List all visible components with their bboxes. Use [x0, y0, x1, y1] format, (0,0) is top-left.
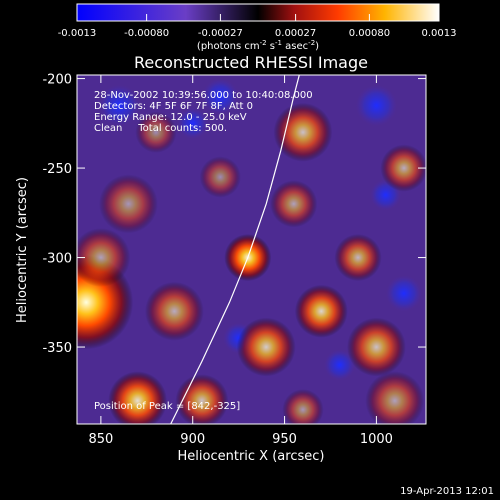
plot-frame: [76, 74, 427, 425]
x-tick-label: 850: [88, 432, 113, 447]
emission-blob: [380, 144, 426, 192]
negative-spot: [98, 84, 140, 126]
colorbar-tick-label: 0.00027: [275, 28, 316, 39]
y-tick-label: -200: [42, 73, 72, 88]
emission-blob: [77, 228, 131, 287]
y-axis-label: Heliocentric Y (arcsec): [15, 177, 30, 323]
x-tick-label: 950: [272, 432, 297, 447]
colorbar-tick-label: -0.00080: [124, 28, 169, 39]
peak-position-label: Position of Peak = [842,-325]: [94, 401, 240, 412]
negative-spot: [355, 84, 397, 126]
emission-blob: [236, 317, 296, 377]
colorbar-ticks: -0.0013 -0.00080 -0.00027 0.00027 0.00080 0.0…: [58, 14, 457, 39]
colorbar-unit-label: (photons cm-2 s-1 asec-2): [197, 39, 319, 52]
emission-blob: [273, 102, 333, 162]
detectors-label: Detectors: 4F 5F 6F 7F 8F, Att 0: [94, 101, 253, 112]
emission-blob: [144, 281, 204, 341]
colorbar: [76, 3, 440, 22]
negative-spot: [324, 349, 356, 381]
energy-range-label: Energy Range: 12.0 - 25.0 keV: [94, 112, 247, 123]
emission-blob: [199, 156, 241, 198]
emission-blob: [135, 111, 177, 153]
clean-counts-label: Clean Total counts: 500.: [94, 123, 227, 134]
x-tick-label: 900: [180, 432, 205, 447]
colorbar-tick-label: 0.0013: [422, 28, 457, 39]
solar-limb-line: [170, 75, 300, 424]
y-axis-ticks: -200 -250 -300 -350: [42, 73, 426, 356]
time-range-label: 28-Nov-2002 10:39:56.000 to 10:40:08.000: [94, 90, 313, 101]
x-axis-label: Heliocentric X (arcsec): [178, 449, 325, 464]
negative-spot: [202, 78, 239, 115]
dark-spot-layer: [98, 78, 422, 381]
emission-blob: [108, 371, 167, 424]
plot-timestamp: 19-Apr-2013 12:01: [400, 486, 494, 497]
emission-blob: [294, 284, 348, 338]
negative-spot: [177, 107, 209, 139]
colorbar-tick-label: -0.0013: [58, 28, 97, 39]
chart-title: Reconstructed RHESSI Image: [134, 53, 368, 72]
negative-spot: [385, 275, 422, 312]
y-tick-label: -350: [42, 341, 72, 356]
emission-blob: [99, 174, 158, 234]
emission-blob: [365, 371, 425, 424]
colorbar-tick-label: 0.00080: [349, 28, 390, 39]
x-axis-ticks: 850 900 950 1000: [88, 75, 393, 447]
emission-blob: [270, 180, 318, 228]
emission-blob: [282, 389, 324, 424]
x-tick-label: 1000: [360, 432, 393, 447]
image-area: [77, 75, 426, 424]
emission-blob: [347, 317, 406, 377]
colorbar-tick-label: -0.00027: [198, 28, 243, 39]
y-tick-label: -250: [42, 162, 72, 177]
y-tick-label: -300: [42, 252, 72, 267]
emission-blob: [334, 234, 382, 282]
